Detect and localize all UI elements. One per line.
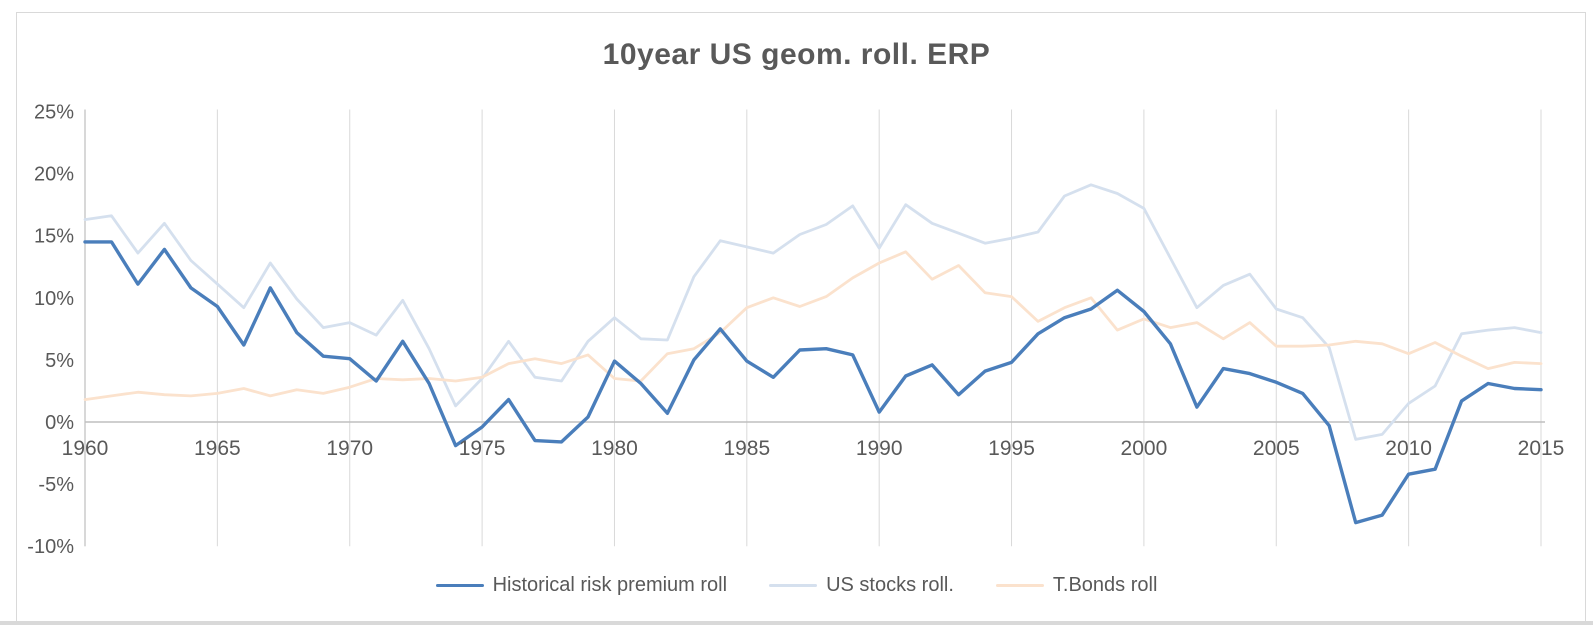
legend-item-t-bonds-roll: T.Bonds roll (995, 574, 1158, 597)
x-tick-label: 1980 (591, 437, 638, 460)
frame-bottom-edge (0, 621, 1593, 625)
y-tick-label: 10% (34, 288, 74, 310)
y-tick-label: -10% (27, 536, 74, 558)
x-tick-label: 2005 (1253, 437, 1300, 460)
legend-label-us-stocks: US stocks roll. (826, 574, 954, 596)
x-tick-label: 1960 (62, 437, 109, 460)
legend-item-historical-risk-premium-roll: Historical risk premium roll (435, 574, 728, 597)
legend-line-swatch-t-bonds (995, 583, 1044, 588)
chart-frame (16, 12, 1586, 623)
chart-title: 10year US geom. roll. ERP (602, 38, 991, 71)
legend-label-t-bonds: T.Bonds roll (1052, 574, 1158, 596)
x-tick-label: 1970 (326, 437, 373, 460)
x-tick-label: 2015 (1518, 437, 1565, 460)
y-tick-label: 5% (45, 350, 74, 372)
series-line-t-bonds-roll (83, 250, 1543, 402)
legend-line-swatch-us-stocks (769, 583, 818, 588)
y-tick-label: 20% (34, 164, 74, 186)
legend: Historical risk premium roll US stocks r… (0, 574, 1593, 597)
y-tick-label: -5% (38, 474, 74, 496)
legend-line-swatch-historical (435, 583, 484, 588)
x-tick-label: 1985 (723, 437, 770, 460)
legend-label-historical: Historical risk premium roll (492, 574, 728, 596)
x-tick-label: 1965 (194, 437, 241, 460)
y-tick-label: 15% (34, 226, 74, 248)
x-tick-label: 1990 (856, 437, 903, 460)
x-tick-label: 1995 (988, 437, 1035, 460)
x-tick-label: 2000 (1121, 437, 1168, 460)
legend-item-us-stocks-roll: US stocks roll. (769, 574, 954, 597)
x-tick-label: 2010 (1385, 437, 1432, 460)
series-line-historical-risk-premium-roll (83, 240, 1543, 525)
y-tick-label: 25% (34, 102, 74, 124)
y-tick-label: 0% (45, 412, 74, 434)
series-line-us-stocks-roll (83, 183, 1543, 441)
x-tick-label: 1975 (459, 437, 506, 460)
